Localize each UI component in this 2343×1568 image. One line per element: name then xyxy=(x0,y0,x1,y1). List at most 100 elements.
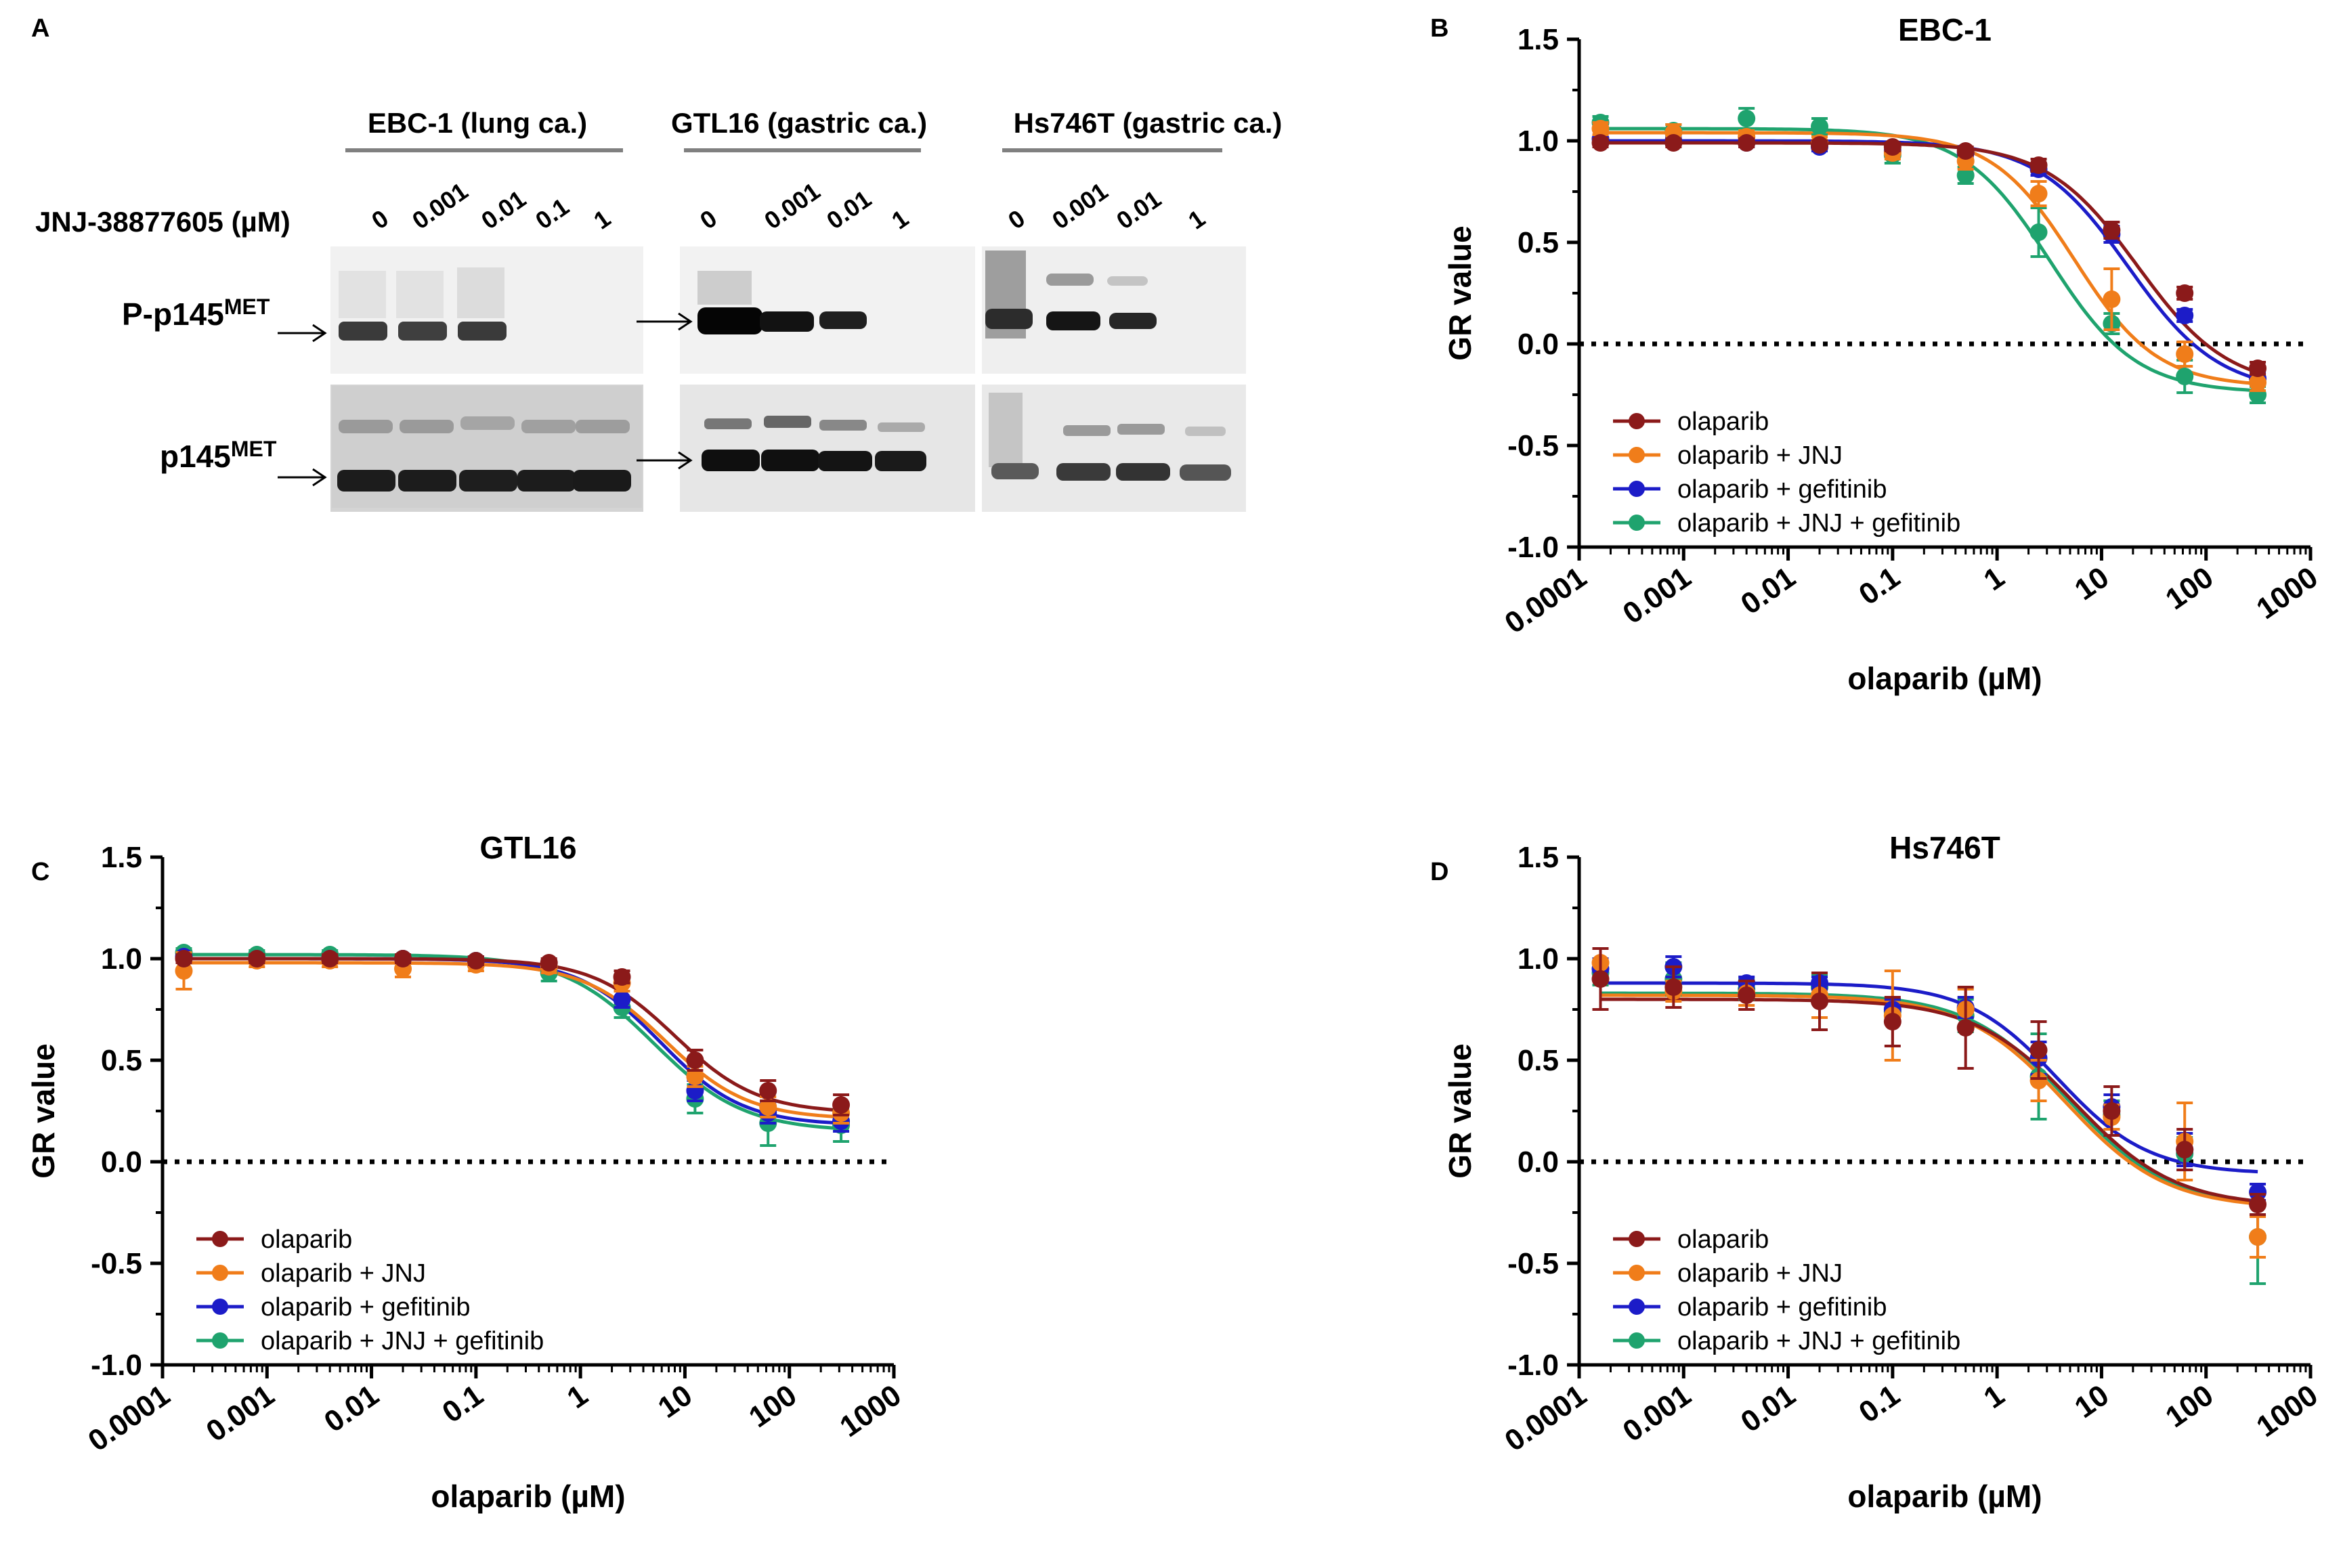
data-point xyxy=(759,1098,777,1116)
data-point xyxy=(1738,134,1756,152)
data-point xyxy=(2103,290,2121,308)
x-tick-label: 0.001 xyxy=(1617,561,1697,630)
arrow-icon xyxy=(637,451,693,470)
x-tick-label: 1 xyxy=(561,1378,594,1415)
arrow-icon xyxy=(278,468,327,487)
blot-gtl16-total xyxy=(680,385,975,512)
data-point xyxy=(2176,284,2194,302)
legend-marker xyxy=(1629,413,1645,429)
data-point xyxy=(175,962,193,980)
legend-label: olaparib + gefitinib xyxy=(261,1293,471,1322)
row-label-total-met: p145MET xyxy=(160,437,277,474)
blot-band xyxy=(1116,463,1170,481)
fit-curve-olaparib xyxy=(184,957,842,1112)
blot-band xyxy=(337,470,395,492)
data-point xyxy=(613,968,631,986)
data-point xyxy=(2176,345,2194,363)
data-point xyxy=(1956,1019,1975,1037)
blot-band xyxy=(573,470,631,492)
blot-smear xyxy=(396,271,444,318)
cell-line-label-ebc1: EBC-1 (lung ca.) xyxy=(368,107,587,139)
y-tick-label: 0.0 xyxy=(1518,1146,1559,1179)
x-tick-label: 0.001 xyxy=(200,1378,280,1448)
arrow-icon xyxy=(278,324,327,343)
x-tick-label: 1 xyxy=(1978,1378,2011,1415)
legend-label: olaparib + JNJ xyxy=(1677,1259,1843,1288)
blot-band xyxy=(1063,425,1111,436)
legend-label: olaparib + JNJ xyxy=(261,1259,426,1288)
blot-band xyxy=(985,309,1033,329)
legend-marker xyxy=(1629,447,1645,463)
data-point xyxy=(1738,986,1756,1004)
legend-marker xyxy=(212,1265,228,1281)
blot-band xyxy=(818,451,872,471)
panel-b-chart: B EBC-1 -1.0 -0.5 0.0 0.5 1.0 1.5 0.0001 0.001 0.0… xyxy=(1430,12,2324,696)
chart-title: GTL16 xyxy=(479,830,576,865)
dose-label: 0 xyxy=(366,204,393,234)
legend-marker xyxy=(212,1299,228,1315)
blot-band xyxy=(819,420,867,431)
data-point xyxy=(2249,360,2267,377)
x-tick-label: 0.1 xyxy=(436,1378,489,1429)
panel-a-letter: A xyxy=(31,14,49,43)
blot-band xyxy=(339,322,387,341)
chart-title: EBC-1 xyxy=(1898,12,1992,47)
y-tick-label: 1.5 xyxy=(1518,841,1559,874)
legend-label: olaparib + JNJ + gefitinib xyxy=(261,1327,544,1355)
fit-curve-olaparib_gef xyxy=(1600,139,2258,381)
dose-label: 0 xyxy=(695,204,722,234)
blot-band xyxy=(991,463,1039,479)
fit-curve-olaparib_jnj_gef xyxy=(184,953,842,1131)
legend-marker xyxy=(1629,481,1645,497)
band-arrows xyxy=(278,312,693,487)
x-axis-label: olaparib (µM) xyxy=(1847,1479,2042,1514)
y-axis-label: GR value xyxy=(1442,225,1478,360)
blot-band xyxy=(458,322,507,341)
blot-band xyxy=(697,307,762,334)
blot-band xyxy=(1117,424,1165,435)
data-point xyxy=(2249,1228,2267,1246)
fit-curve-olaparib_gef xyxy=(1600,981,2258,1174)
dose-label: 1 xyxy=(588,204,616,234)
blot-smear xyxy=(989,393,1023,467)
data-point xyxy=(1738,110,1756,127)
blot-band xyxy=(521,420,576,433)
data-point xyxy=(1811,118,1829,135)
blot-images xyxy=(330,246,1246,512)
legend-label: olaparib + gefitinib xyxy=(1677,1293,1887,1322)
y-tick-label: -1.0 xyxy=(91,1349,142,1382)
data-point xyxy=(2249,1196,2267,1213)
data-point xyxy=(2249,374,2267,391)
x-tick-label: 10 xyxy=(2069,1378,2115,1424)
panel-letter: C xyxy=(31,858,49,886)
data-point xyxy=(2029,185,2048,202)
x-tick-label: 0.001 xyxy=(1617,1378,1697,1448)
data-point xyxy=(321,950,339,967)
data-point xyxy=(686,1051,704,1069)
legend-marker xyxy=(212,1332,228,1349)
data-point xyxy=(1883,1013,1901,1030)
y-tick-label: -0.5 xyxy=(1507,429,1559,462)
data-point xyxy=(1591,120,1610,137)
x-tick-label: 0.01 xyxy=(1735,561,1801,621)
blot-band xyxy=(761,450,819,471)
blot-band xyxy=(517,470,576,492)
data-point xyxy=(759,1082,777,1099)
y-tick-label: 1.0 xyxy=(101,942,142,976)
blot-band xyxy=(339,420,393,433)
y-tick-label: -0.5 xyxy=(1507,1247,1559,1280)
x-tick-label: 100 xyxy=(2159,1378,2219,1434)
data-point xyxy=(2029,1041,2048,1059)
x-tick-label: 100 xyxy=(743,1378,802,1434)
x-axis-label: olaparib (µM) xyxy=(1847,661,2042,696)
data-point xyxy=(1811,993,1829,1010)
dose-label: 0.01 xyxy=(476,185,531,235)
data-point xyxy=(2249,1183,2267,1201)
y-tick-label: 0.5 xyxy=(1518,1044,1559,1077)
cell-line-label-gtl16: GTL16 (gastric ca.) xyxy=(671,107,927,139)
data-point xyxy=(2103,1102,2121,1120)
data-point xyxy=(248,950,266,967)
x-tick-label: 0.1 xyxy=(1853,1378,1906,1429)
blot-band xyxy=(460,416,515,430)
row-label-phospho-met: P-p145MET xyxy=(122,295,270,332)
